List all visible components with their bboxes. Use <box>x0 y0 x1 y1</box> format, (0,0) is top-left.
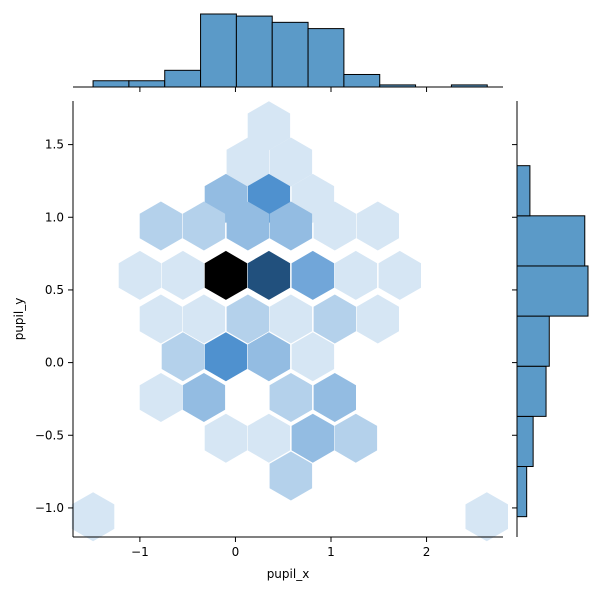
marginal-x-bar <box>307 28 345 88</box>
hexbin-cell <box>269 373 313 422</box>
hexbin-cell <box>334 413 378 463</box>
hexbin-cell <box>71 492 115 542</box>
hexbin-cell <box>313 373 356 422</box>
hexbin-cell <box>269 451 313 501</box>
hexbin-cell <box>118 250 162 300</box>
marginal-y-bar <box>516 165 531 217</box>
y-tick-label: 1.0 <box>45 210 64 224</box>
marginal-y-bar <box>516 365 547 417</box>
marginal-x-bar <box>164 69 202 88</box>
marginal-x-bar <box>235 15 273 88</box>
marginal-y-bar <box>516 315 550 367</box>
marginal-x-bar <box>92 80 130 88</box>
y-ticks: −1.0 −0.5 0.0 0.5 1.0 1.5 <box>35 138 517 515</box>
hexbin-cell <box>313 294 356 344</box>
y-tick-label: 1.5 <box>45 138 64 152</box>
hexbin-cell <box>356 294 399 344</box>
x-ticks: −1 0 1 2 <box>131 87 430 559</box>
marginal-y-bar <box>516 265 589 317</box>
hexbin-cell <box>204 250 248 300</box>
marginal-x-bar <box>343 73 381 88</box>
hexbin-cell <box>247 413 291 463</box>
axes-layer <box>72 86 518 538</box>
hexbin-cell <box>334 250 378 300</box>
y-tick-label: −0.5 <box>35 428 64 442</box>
hexbin-cell <box>269 201 313 251</box>
hexbin-cell <box>269 294 313 344</box>
hexbin-cell <box>161 332 205 382</box>
hexbin-cell <box>247 332 291 382</box>
marginal-x-bar <box>128 80 166 88</box>
hexbin-cell <box>226 294 270 344</box>
marginal-x-bar <box>200 13 237 88</box>
hexbin-cell <box>378 250 421 300</box>
y-tick-label: 0.5 <box>45 283 64 297</box>
marginal-x-bar <box>271 21 309 88</box>
hexbin-cell <box>182 373 226 422</box>
y-tick-label: −1.0 <box>35 501 64 515</box>
hexbin-cell <box>204 413 248 463</box>
hexbin-cell <box>313 201 356 251</box>
hexbin-cell <box>269 137 313 187</box>
x-tick-label: 1 <box>327 545 335 559</box>
y-axis-label: pupil_y <box>12 298 26 341</box>
hexbin-cell <box>182 294 226 344</box>
hexbin-layer <box>71 101 508 542</box>
marginal-y-bar <box>516 215 586 267</box>
marginal-y-histogram <box>516 165 589 518</box>
x-tick-label: 0 <box>232 545 240 559</box>
hexbin-cell <box>139 294 183 344</box>
hexbin-cell <box>139 201 183 251</box>
hexbin-cell <box>226 137 270 187</box>
hexbin-cell <box>465 492 508 542</box>
y-tick-label: 0.0 <box>45 356 64 370</box>
marginal-y-bar <box>516 466 528 518</box>
hexbin-cell <box>291 250 335 300</box>
hexbin-cell <box>139 373 183 422</box>
marginal-y-bar <box>516 415 534 468</box>
hexbin-cell <box>204 332 248 382</box>
hexbin-cell <box>226 201 270 251</box>
x-tick-label: 2 <box>423 545 431 559</box>
hexbin-cell <box>291 332 335 382</box>
hexbin-cell <box>161 250 205 300</box>
hexbin-cell <box>291 413 335 463</box>
hexbin-cell <box>182 201 226 251</box>
hexbin-cell <box>247 101 291 151</box>
x-tick-label: −1 <box>131 545 149 559</box>
x-axis-label: pupil_x <box>267 567 310 581</box>
hexbin-cell <box>247 250 291 300</box>
hexbin-cell <box>356 201 399 251</box>
marginal-x-histogram <box>92 13 488 88</box>
